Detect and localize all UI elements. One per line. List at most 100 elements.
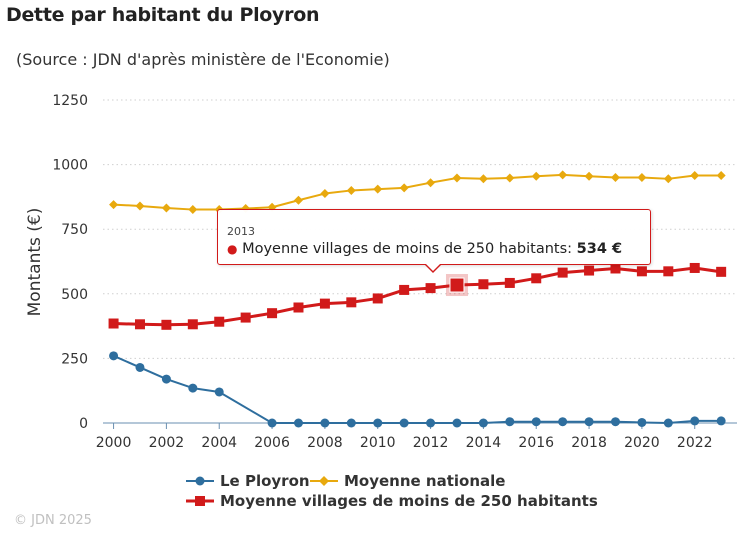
data-point-circle [584, 417, 594, 427]
data-point-square [214, 316, 225, 327]
tooltip-series-label: Moyenne villages de moins de 250 habitan… [242, 241, 573, 257]
credit-text: © JDN 2025 [14, 513, 92, 528]
data-point-diamond [293, 195, 303, 205]
data-point-circle [109, 351, 119, 361]
data-point-square [716, 266, 727, 277]
y-tick-label: 0 [79, 416, 88, 432]
x-axis: 2000 2002 2004 2006 2008 2010 2012 2014 2016 2018… [96, 422, 737, 451]
x-tick-label: 2022 [677, 435, 713, 451]
series-group [108, 170, 727, 428]
data-point-circle [452, 418, 462, 428]
data-point-square [425, 283, 436, 294]
legend-item-le-ployron[interactable]: Le Ployron [186, 472, 310, 490]
series-line-diamond [113, 173, 722, 211]
data-point-circle [346, 418, 356, 428]
data-point-diamond [188, 205, 198, 215]
data-point-circle [293, 418, 303, 428]
data-point-diamond [452, 173, 462, 183]
legend-square-icon [186, 496, 214, 506]
data-tooltip: 2013 ● Moyenne villages de moins de 250 … [217, 209, 651, 265]
data-point-square [319, 298, 330, 309]
y-tick-label: 250 [61, 351, 88, 367]
tooltip-arrow-fill [425, 263, 441, 271]
data-point-diamond [135, 201, 145, 211]
data-point-square [267, 308, 278, 319]
data-point-square [478, 279, 489, 290]
x-tick-label: 2020 [624, 435, 660, 451]
data-point-circle [505, 417, 515, 427]
data-point-circle [478, 418, 488, 428]
data-point-circle [161, 374, 171, 384]
data-point-diamond [505, 173, 515, 183]
data-point-square [663, 266, 674, 277]
x-tick-label: 2012 [413, 435, 449, 451]
data-point-circle [426, 418, 436, 428]
x-tick-label: 2010 [360, 435, 396, 451]
data-point-square [372, 293, 383, 304]
data-point-circle [399, 418, 409, 428]
data-point-circle [716, 416, 726, 426]
data-point-diamond [690, 170, 700, 180]
x-tick-label: 2016 [518, 435, 554, 451]
data-point-circle [610, 417, 620, 427]
x-tick-label: 2004 [201, 435, 237, 451]
data-point-diamond [478, 174, 488, 184]
data-point-square [610, 263, 621, 274]
data-point-diamond [346, 185, 356, 195]
y-tick-label: 500 [61, 287, 88, 303]
series-line-square [113, 266, 722, 327]
y-axis-label: Montants (€) [25, 208, 45, 317]
x-tick-label: 2006 [254, 435, 290, 451]
data-point-square [346, 297, 357, 308]
data-point-square [187, 319, 198, 330]
data-point-highlighted [449, 277, 465, 293]
data-point-diamond [558, 170, 568, 180]
data-point-diamond [109, 200, 119, 210]
data-point-circle [214, 387, 224, 397]
y-axis-ticks: 0 250 500 750 1000 1250 [52, 93, 88, 432]
legend-label: Le Ployron [220, 472, 310, 490]
data-point-circle [531, 417, 541, 427]
data-point-square [134, 319, 145, 330]
data-point-diamond [663, 174, 673, 184]
x-tick-label: 2000 [96, 435, 132, 451]
data-point-diamond [610, 173, 620, 183]
data-point-diamond [373, 184, 383, 194]
data-point-square [399, 284, 410, 295]
y-tick-label: 1000 [52, 158, 88, 174]
data-point-circle [558, 417, 568, 427]
legend-circle-icon [186, 476, 214, 486]
data-point-diamond [637, 173, 647, 183]
data-point-circle [373, 418, 383, 428]
series-line-circle [113, 354, 722, 424]
x-tick-label: 2018 [571, 435, 607, 451]
y-tick-label: 750 [61, 222, 88, 238]
tooltip-year: 2013 [227, 225, 255, 238]
legend-item-moyenne-villages[interactable]: Moyenne villages de moins de 250 habitan… [186, 492, 598, 510]
data-point-square [531, 273, 542, 284]
data-point-diamond [161, 203, 171, 213]
data-point-circle [663, 418, 673, 428]
data-point-circle [135, 362, 145, 372]
data-point-square [504, 277, 515, 288]
chart-subtitle: (Source : JDN d'après ministère de l'Eco… [16, 50, 390, 69]
chart-title: Dette par habitant du Ployron [6, 4, 320, 26]
y-tick-label: 1250 [52, 93, 88, 109]
legend-label: Moyenne nationale [344, 472, 506, 490]
data-point-circle [690, 416, 700, 426]
data-point-square [161, 319, 172, 330]
data-point-diamond [399, 183, 409, 193]
data-point-square [636, 266, 647, 277]
data-point-square [584, 265, 595, 276]
data-point-circle [320, 418, 330, 428]
data-point-square [240, 312, 251, 323]
x-tick-label: 2008 [307, 435, 343, 451]
data-point-circle [637, 417, 647, 427]
data-point-circle [188, 383, 198, 393]
data-point-diamond [531, 171, 541, 181]
data-point-diamond [584, 171, 594, 181]
data-point-square [557, 267, 568, 278]
data-point-diamond [716, 170, 726, 180]
legend-item-moyenne-nationale[interactable]: Moyenne nationale [310, 472, 505, 490]
